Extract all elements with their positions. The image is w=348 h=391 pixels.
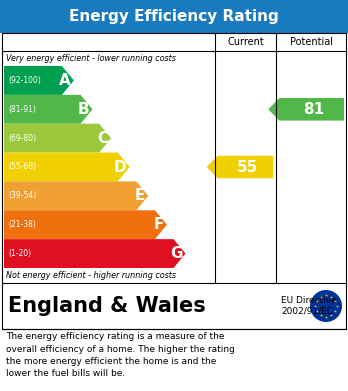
Bar [2,33,346,329]
Text: 55: 55 [237,160,258,174]
Text: D: D [114,160,127,174]
Text: The energy efficiency rating is a measure of the
overall efficiency of a home. T: The energy efficiency rating is a measur… [6,332,235,378]
Text: E: E [135,188,145,203]
Text: A: A [59,73,71,88]
Text: (39-54): (39-54) [8,191,36,200]
Text: Not energy efficient - higher running costs: Not energy efficient - higher running co… [6,271,176,280]
Text: C: C [97,131,108,145]
Text: (55-68): (55-68) [8,163,36,172]
Polygon shape [4,210,167,239]
Text: G: G [170,246,182,261]
Polygon shape [4,95,93,124]
Polygon shape [4,181,148,210]
Text: Potential: Potential [290,37,333,47]
Text: B: B [78,102,89,117]
Polygon shape [4,239,185,268]
Polygon shape [268,98,344,120]
Circle shape [310,290,342,322]
Text: (21-38): (21-38) [8,220,36,229]
Text: (92-100): (92-100) [8,76,41,85]
Text: F: F [153,217,164,232]
Text: Very energy efficient - lower running costs: Very energy efficient - lower running co… [6,54,176,63]
Polygon shape [4,152,130,181]
Text: EU Directive
2002/91/EC: EU Directive 2002/91/EC [281,296,337,316]
Polygon shape [4,66,74,95]
Text: (1-20): (1-20) [8,249,31,258]
Text: 81: 81 [303,102,324,117]
Text: (69-80): (69-80) [8,134,36,143]
Text: (81-91): (81-91) [8,105,36,114]
Text: England & Wales: England & Wales [8,296,206,316]
Polygon shape [4,124,111,152]
Text: Current: Current [227,37,264,47]
Text: Energy Efficiency Rating: Energy Efficiency Rating [69,9,279,24]
Polygon shape [207,156,273,178]
Bar [0,0,348,33]
